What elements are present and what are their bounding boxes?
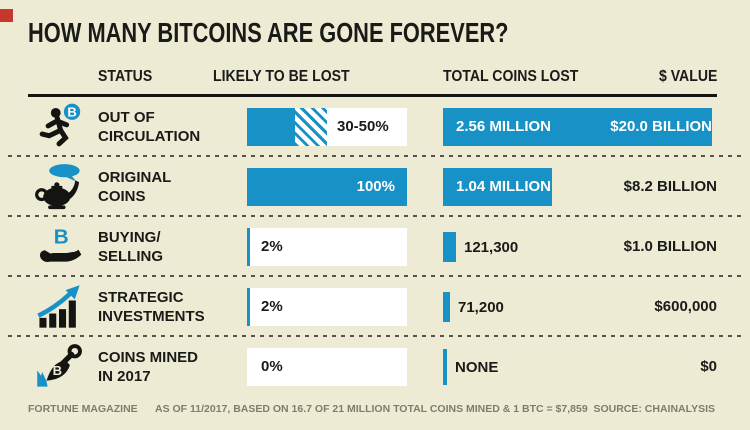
bar-percentage-label: 30-50% [337,118,389,135]
fortune-red-mark [0,9,13,22]
dollar-value-label: $600,000 [654,298,717,315]
status-label: OUT OF CIRCULATION [98,109,201,145]
svg-text:B: B [53,363,62,378]
bar-hatch-segment [295,108,327,146]
page-title: HOW MANY BITCOINS ARE GONE FOREVER? [28,17,509,48]
table-row: STRATEGIC INVESTMENTS 2% 71,200 $600,000 [0,277,750,337]
total-coins-bar [443,292,450,322]
total-coins-cell: 71,200 [443,288,504,326]
table-row: B OUT OF CIRCULATION 30-50% 2.56 MILLION… [0,97,750,157]
total-coins-label: 1.04 MILLION [456,178,552,195]
header-rule [28,94,717,97]
svg-text:B: B [54,226,69,249]
column-header-dollar-value: $ VALUE [658,68,717,85]
bar-percentage-label: 2% [261,238,283,255]
table-body: B OUT OF CIRCULATION 30-50% 2.56 MILLION… [0,97,750,397]
footer: FORTUNE MAGAZINE AS OF 11/2017, BASED ON… [0,398,750,420]
column-header-status: STATUS [98,68,153,85]
dollar-value-label: $0 [700,358,717,375]
bar-solid-segment [247,228,251,266]
dollar-value-label: $20.0 BILLION [610,118,712,135]
total-coins-label: 121,300 [464,238,519,256]
likely-lost-bar: 0% [247,348,407,386]
likely-lost-bar: 100% [247,168,407,206]
total-coins-bar [443,232,456,262]
total-coins-label: 2.56 MILLION [456,118,552,135]
dollar-value-label: $8.2 BILLION [623,178,717,195]
dollar-value-label: $1.0 BILLION [623,238,717,255]
total-coins-cell: 121,300 [443,228,518,266]
total-coins-cell: 2.56 MILLION [443,108,712,146]
total-coins-cell: NONE [443,348,498,386]
bar-percentage-label: 100% [356,178,395,195]
footer-brand: FORTUNE MAGAZINE [28,403,138,415]
status-label: ORIGINAL COINS [98,169,172,205]
bar-solid-segment [247,288,251,326]
table-header: STATUS LIKELY TO BE LOST TOTAL COINS LOS… [0,64,750,94]
table-row: B COINS MINED IN 2017 0% NONE $0 [0,337,750,397]
table-row: ORIGINAL COINS 100% 1.04 MILLION $8.2 BI… [0,157,750,217]
total-coins-cell: 1.04 MILLION [443,168,552,206]
footer-source: SOURCE: CHAINALYSIS [593,403,715,415]
bar-solid-segment [247,168,407,206]
status-label: BUYING/ SELLING [98,229,164,265]
total-coins-bar [443,349,447,385]
bar-percentage-label: 0% [261,358,283,375]
column-header-total-coins: TOTAL COINS LOST [443,68,579,85]
status-label: STRATEGIC INVESTMENTS [98,289,205,325]
shovel-bitcoin-icon: B [26,337,92,397]
total-coins-bar [443,108,712,146]
genie-lamp-icon [26,157,92,217]
total-coins-label: NONE [455,358,499,376]
bar-solid-segment [247,108,295,146]
footer-note: AS OF 11/2017, BASED ON 16.7 OF 21 MILLI… [155,403,588,415]
status-label: COINS MINED IN 2017 [98,349,199,385]
column-header-likely-lost: LIKELY TO BE LOST [213,68,350,85]
hand-bitcoin-icon: B [26,217,92,277]
total-coins-label: 71,200 [458,298,504,316]
likely-lost-bar: 2% [247,288,407,326]
svg-text:B: B [67,105,76,120]
total-coins-bar [443,168,552,206]
growth-chart-icon [26,277,92,337]
table-row: B BUYING/ SELLING 2% 121,300 $1.0 BILLIO… [0,217,750,277]
runner-bitcoin-icon: B [26,97,92,157]
likely-lost-bar: 30-50% [247,108,407,146]
likely-lost-bar: 2% [247,228,407,266]
bar-percentage-label: 2% [261,298,283,315]
